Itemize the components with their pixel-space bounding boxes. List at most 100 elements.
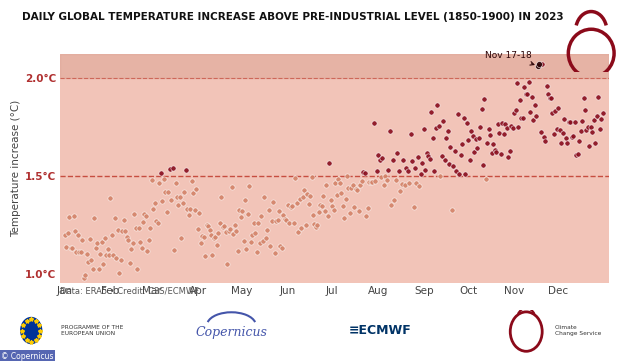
Point — [510, 107, 521, 113]
Point — [273, 217, 283, 223]
Point — [193, 226, 203, 232]
Point — [514, 124, 524, 130]
Point — [521, 91, 531, 96]
Point — [361, 213, 372, 218]
Point — [302, 191, 312, 197]
Point — [457, 141, 467, 147]
Point — [181, 167, 191, 173]
Point — [573, 151, 583, 157]
Point — [364, 179, 374, 185]
Point — [485, 132, 495, 138]
Point — [569, 119, 579, 125]
Point — [176, 235, 186, 241]
Point — [417, 160, 427, 166]
Point — [401, 165, 411, 171]
Point — [183, 206, 193, 212]
Point — [271, 218, 281, 224]
Point — [237, 208, 247, 214]
Point — [129, 211, 139, 217]
Point — [340, 196, 351, 202]
Point — [311, 224, 321, 230]
Point — [284, 220, 294, 226]
Point — [295, 196, 305, 202]
Point — [107, 232, 117, 238]
Point — [206, 232, 216, 238]
Point — [293, 229, 303, 235]
Point — [261, 235, 271, 241]
Point — [145, 225, 155, 231]
Point — [459, 115, 469, 121]
Point — [157, 198, 167, 204]
Point — [413, 154, 423, 160]
Point — [534, 61, 544, 67]
Point — [406, 131, 416, 137]
Point — [143, 248, 153, 254]
Point — [484, 126, 494, 132]
Point — [165, 166, 175, 172]
Point — [141, 213, 151, 219]
Point — [443, 128, 453, 134]
Point — [543, 91, 553, 97]
Point — [247, 232, 257, 238]
Point — [114, 270, 124, 276]
Point — [156, 170, 166, 175]
Point — [506, 123, 516, 129]
Point — [249, 220, 259, 226]
Point — [212, 242, 222, 248]
Point — [207, 253, 217, 258]
Point — [231, 228, 241, 234]
Point — [318, 193, 328, 199]
Text: Data: ERA5 • Credit: C3S/ECMWF: Data: ERA5 • Credit: C3S/ECMWF — [60, 287, 199, 296]
Point — [297, 194, 307, 200]
Point — [425, 156, 435, 162]
Point — [522, 91, 533, 97]
Point — [375, 157, 385, 163]
Point — [595, 126, 605, 132]
Point — [222, 261, 232, 267]
Point — [574, 138, 584, 144]
Point — [470, 136, 481, 142]
Point — [243, 212, 253, 217]
Point — [562, 140, 573, 145]
Point — [507, 126, 517, 131]
Text: Climate
Change Service: Climate Change Service — [555, 325, 601, 336]
Point — [472, 145, 482, 151]
Point — [474, 135, 484, 141]
Point — [296, 225, 306, 231]
Point — [185, 206, 195, 212]
Point — [85, 236, 95, 242]
Point — [385, 128, 395, 134]
Point — [321, 182, 332, 188]
Point — [592, 114, 602, 119]
Point — [100, 235, 110, 240]
Point — [190, 206, 200, 212]
Point — [333, 176, 343, 182]
Point — [253, 221, 263, 226]
Point — [139, 211, 150, 217]
Point — [242, 247, 252, 252]
Point — [171, 180, 181, 186]
Point — [152, 218, 162, 224]
Point — [259, 194, 269, 200]
Point — [463, 137, 474, 143]
Point — [125, 261, 135, 266]
Point — [335, 180, 345, 186]
Point — [564, 119, 574, 125]
Point — [367, 179, 377, 185]
Point — [76, 249, 86, 255]
Point — [274, 208, 284, 214]
Point — [166, 197, 176, 203]
Point — [429, 168, 439, 174]
Point — [70, 228, 80, 234]
Point — [122, 234, 132, 240]
Point — [388, 157, 398, 162]
Point — [512, 80, 522, 86]
Point — [74, 249, 84, 255]
Point — [553, 105, 564, 110]
Point — [210, 234, 221, 239]
Point — [281, 217, 292, 223]
Point — [262, 227, 272, 233]
Point — [519, 84, 529, 90]
Point — [255, 240, 265, 246]
Point — [498, 131, 508, 137]
